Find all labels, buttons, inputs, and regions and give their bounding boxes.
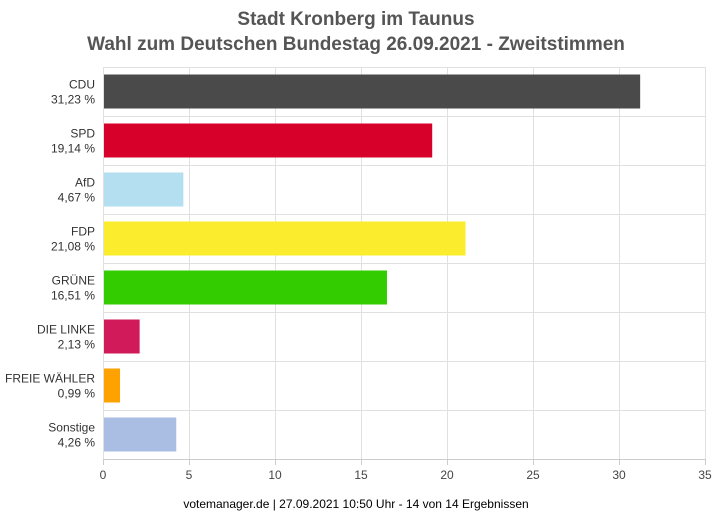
x-tick-label: 10 xyxy=(268,468,282,482)
value-label: 0,99 % xyxy=(58,387,96,401)
category-label: FREIE WÄHLER xyxy=(5,372,95,386)
category-label: DIE LINKE xyxy=(37,323,95,337)
category-label: FDP xyxy=(71,225,95,239)
x-tick-label: 15 xyxy=(354,468,368,482)
value-label: 4,26 % xyxy=(58,436,96,450)
x-tick-label: 5 xyxy=(186,468,193,482)
value-label: 19,14 % xyxy=(51,142,95,156)
category-label: CDU xyxy=(69,78,95,92)
x-tick-label: 20 xyxy=(440,468,454,482)
x-tick-label: 25 xyxy=(526,468,540,482)
bar-die-linke xyxy=(104,319,140,354)
value-label: 4,67 % xyxy=(58,191,96,205)
category-label: AfD xyxy=(75,176,95,190)
x-tick-label: 30 xyxy=(612,468,626,482)
bar-spd xyxy=(104,123,433,158)
x-tick-label: 0 xyxy=(100,468,107,482)
value-label: 31,23 % xyxy=(51,93,95,107)
bar-fdp xyxy=(104,221,466,256)
category-label: SPD xyxy=(70,127,95,141)
chart-subtitle: Wahl zum Deutschen Bundestag 26.09.2021 … xyxy=(87,34,625,55)
bar-grüne xyxy=(104,270,387,305)
bar-sonstige xyxy=(104,417,177,452)
bar-afd xyxy=(104,172,184,207)
category-label: Sonstige xyxy=(48,421,95,435)
x-tick-label: 35 xyxy=(698,468,712,482)
bar-freie-wähler xyxy=(104,368,121,403)
bar-cdu xyxy=(104,74,641,109)
value-label: 21,08 % xyxy=(51,240,95,254)
category-label: GRÜNE xyxy=(52,274,95,288)
value-label: 2,13 % xyxy=(58,338,96,352)
value-label: 16,51 % xyxy=(51,289,95,303)
chart-title: Stadt Kronberg im Taunus xyxy=(237,9,475,30)
footer-source: votemanager.de | 27.09.2021 10:50 Uhr - … xyxy=(183,497,529,511)
